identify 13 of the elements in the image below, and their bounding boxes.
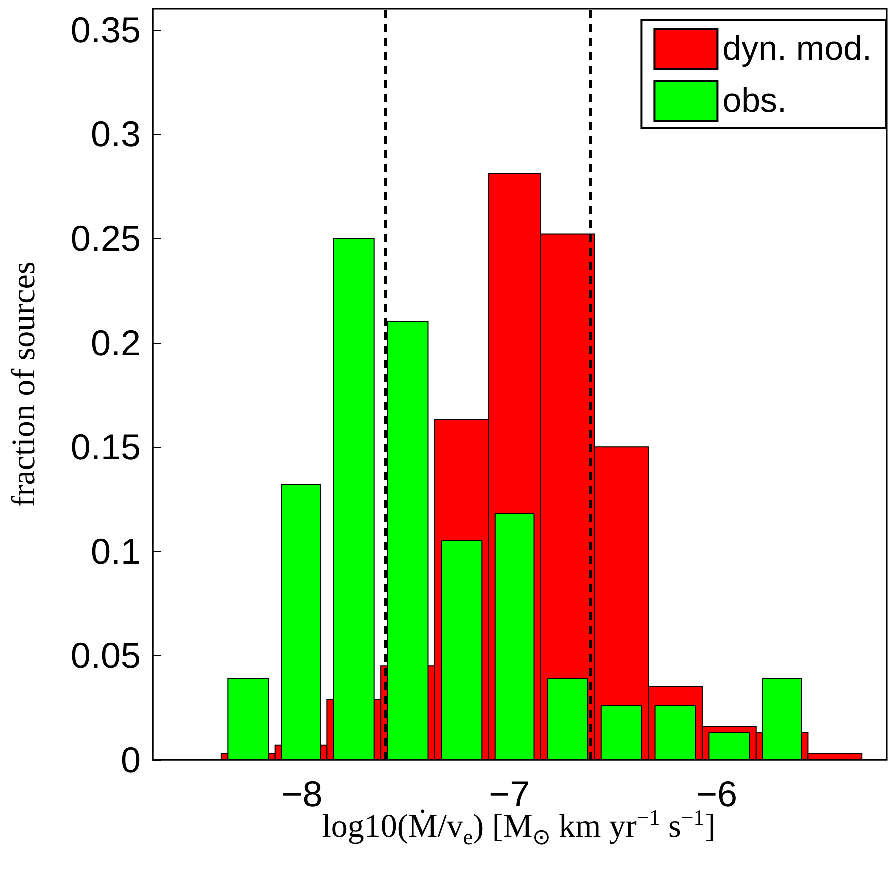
y-tick-label: 0.2 [90,322,141,364]
y-tick-label: 0 [120,740,141,780]
y-tick-label: 0.1 [90,530,141,572]
y-axis-title: fraction of sources [6,262,42,508]
legend-label: dyn. mod. [722,30,872,68]
y-tick-label: 0.15 [70,426,141,468]
y-tick-label: 0.35 [70,9,141,50]
y-tick-label: 0.3 [90,114,141,155]
x-tick-label: −7 [489,774,530,814]
legend-label: obs. [722,82,787,120]
x-tick-label: −8 [282,774,323,814]
y-tick-label: 0.25 [70,218,141,259]
y-tick-label: 0.05 [70,635,141,676]
